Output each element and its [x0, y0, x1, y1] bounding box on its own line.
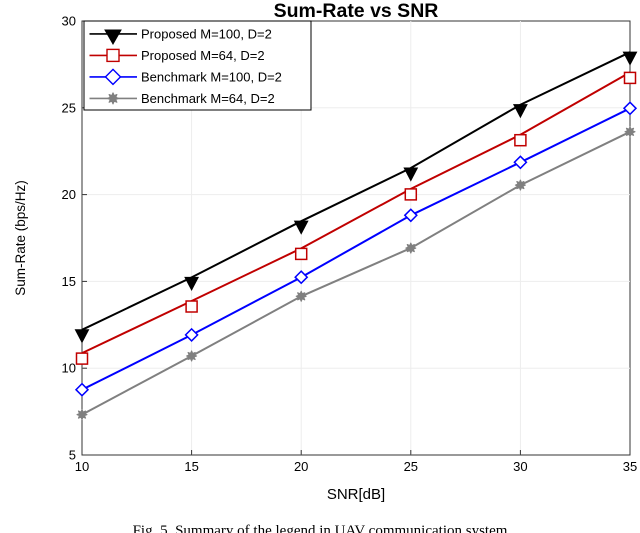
- svg-text:15: 15: [62, 274, 76, 289]
- svg-text:10: 10: [75, 459, 89, 474]
- svg-text:20: 20: [294, 459, 308, 474]
- svg-text:10: 10: [62, 361, 76, 376]
- svg-text:Benchmark M=64, D=2: Benchmark M=64, D=2: [141, 91, 275, 106]
- svg-text:20: 20: [62, 187, 76, 202]
- svg-text:30: 30: [513, 459, 527, 474]
- svg-text:30: 30: [62, 14, 76, 29]
- svg-text:25: 25: [404, 459, 418, 474]
- svg-text:35: 35: [623, 459, 637, 474]
- svg-text:15: 15: [184, 459, 198, 474]
- svg-text:Proposed M=100, D=2: Proposed M=100, D=2: [141, 27, 272, 42]
- svg-text:Sum-Rate vs SNR: Sum-Rate vs SNR: [274, 0, 439, 22]
- svg-text:SNR[dB]: SNR[dB]: [327, 486, 385, 503]
- svg-text:25: 25: [62, 100, 76, 115]
- svg-text:5: 5: [69, 448, 76, 463]
- svg-text:Benchmark M=100, D=2: Benchmark M=100, D=2: [141, 70, 282, 85]
- svg-text:Sum-Rate (bps/Hz): Sum-Rate (bps/Hz): [13, 180, 28, 296]
- svg-text:Proposed M=64, D=2: Proposed M=64, D=2: [141, 48, 265, 63]
